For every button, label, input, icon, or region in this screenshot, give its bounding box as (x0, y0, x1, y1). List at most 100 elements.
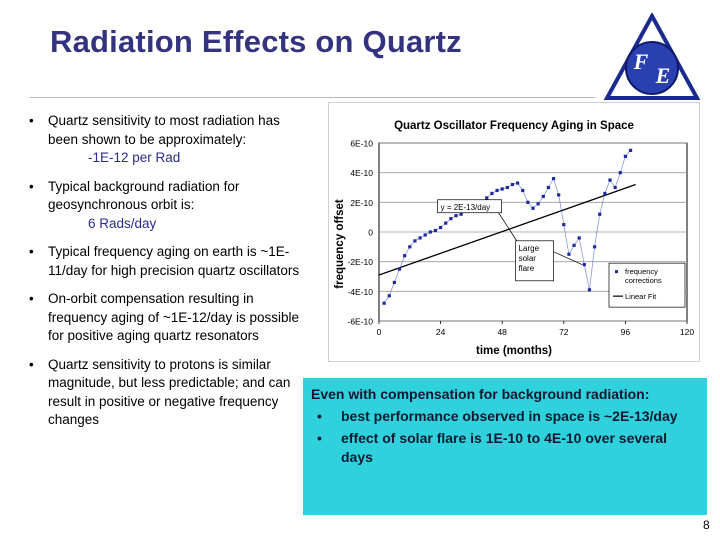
data-point (500, 187, 504, 191)
data-point (439, 225, 443, 230)
legend-label: frequency (625, 267, 658, 276)
data-point (577, 236, 581, 240)
fe-logo: F E (603, 13, 701, 100)
data-point (392, 280, 396, 285)
chart-canvas: Quartz Oscillator Frequency Aging in Spa… (334, 120, 694, 357)
data-point (531, 206, 535, 210)
bullet-item: • Quartz sensitivity to most radiation ha… (28, 112, 300, 168)
chart-y-label: frequency offset (334, 199, 346, 289)
data-point (516, 181, 520, 185)
legend-box (608, 262, 686, 308)
bullet-item: • Quartz sensitivity to protons is simila… (29, 356, 291, 428)
page-number: 8 (703, 518, 710, 532)
data-point (618, 171, 622, 175)
bullet-dot: • (29, 113, 34, 128)
bullet-sub-value: -1E-12 per Rad (88, 150, 181, 165)
data-point (521, 188, 525, 193)
y-tick-label: -2E-10 (347, 257, 373, 267)
title-divider (30, 97, 595, 98)
bullet-sub-value: 6 Rads/day (88, 215, 157, 231)
x-tick-label: 96 (621, 327, 631, 337)
y-tick-label: -4E-10 (347, 287, 373, 297)
logo-letter-e: E (655, 63, 671, 88)
callout-box: Even with compensation for background ra… (303, 378, 707, 515)
data-point (567, 252, 571, 256)
data-point (428, 230, 432, 234)
data-point (505, 185, 509, 190)
chart-title: Quartz Oscillator Frequency Aging in Spa… (394, 120, 634, 132)
flare-label-line: solar (519, 254, 537, 263)
data-point (541, 194, 545, 198)
data-point (608, 178, 612, 182)
y-tick-label: 2E-10 (350, 198, 373, 208)
data-point (382, 301, 386, 305)
y-tick-label: 4E-10 (350, 168, 373, 178)
data-point (387, 294, 391, 298)
data-point (485, 196, 489, 200)
data-point (526, 200, 530, 204)
data-point (444, 221, 448, 225)
data-point (403, 254, 407, 258)
flare-label-pointer (553, 251, 583, 265)
fit-label-box (437, 199, 502, 214)
data-point (408, 245, 412, 249)
data-point (423, 233, 427, 237)
callout-list: • best performance observed in space is ~… (311, 407, 699, 467)
legend-marker (615, 270, 618, 274)
bullet-dot: • (29, 356, 34, 372)
x-tick-label: 0 (377, 327, 382, 337)
data-point (603, 191, 607, 196)
callout-bullet: • (317, 430, 322, 446)
data-point (459, 212, 463, 216)
x-tick-label: 24 (436, 327, 446, 337)
data-point (433, 228, 438, 233)
data-point (449, 217, 453, 221)
y-tick-label: -6E-10 (347, 317, 373, 327)
callout-item: • effect of solar flare is 1E-10 to 4E-10… (317, 430, 668, 465)
data-point (593, 245, 597, 249)
data-point (623, 154, 627, 158)
flare-label-line: flare (519, 264, 535, 273)
bullet-item: • On-orbit compensation resulting in freq… (29, 291, 300, 343)
fit-label: y = 2E-13/day (441, 203, 491, 212)
bullet-item: • Typical background radiation for geosyn… (28, 178, 300, 234)
bullet-list: • Quartz sensitivity to most radiation ha… (28, 112, 300, 440)
data-point (397, 267, 402, 271)
data-point (613, 185, 617, 190)
legend-label: Linear Fit (625, 292, 657, 301)
data-point (551, 177, 556, 181)
x-tick-label: 48 (497, 327, 507, 337)
callout-heading: Even with compensation for background ra… (311, 386, 650, 402)
slide-title: Radiation Effects on Quartz (50, 24, 462, 59)
data-point (572, 243, 576, 247)
fit-label-pointer (498, 212, 519, 244)
callout-bullet: • (317, 408, 322, 424)
data-point (536, 202, 540, 206)
data-point (413, 239, 417, 243)
data-point (546, 185, 550, 190)
data-point (562, 222, 566, 227)
data-point (490, 191, 494, 196)
callout-item: • best performance observed in space is ~… (317, 408, 678, 424)
flare-label-line: Large (519, 244, 540, 253)
flare-label-box (515, 240, 554, 282)
data-point (418, 236, 422, 240)
x-tick-label: 72 (559, 327, 569, 337)
aging-chart: Quartz Oscillator Frequency Aging in Spa… (328, 102, 700, 362)
data-point (582, 263, 586, 267)
linear-fit-line (378, 183, 636, 276)
bullet-dot: • (29, 244, 34, 259)
bullet-dot: • (29, 291, 34, 306)
legend-label: corrections (625, 276, 662, 285)
data-point (557, 193, 561, 197)
data-point (495, 188, 499, 193)
data-point (598, 212, 602, 216)
data-point (454, 214, 458, 218)
y-tick-label: 6E-10 (350, 139, 373, 149)
logo-letter-f: F (633, 49, 649, 74)
data-point (628, 148, 633, 153)
data-point (587, 288, 592, 292)
y-tick-label: 0 (368, 228, 373, 238)
bullet-item: • Typical frequency aging on earth is ~1E… (29, 244, 300, 278)
data-point (510, 182, 515, 187)
